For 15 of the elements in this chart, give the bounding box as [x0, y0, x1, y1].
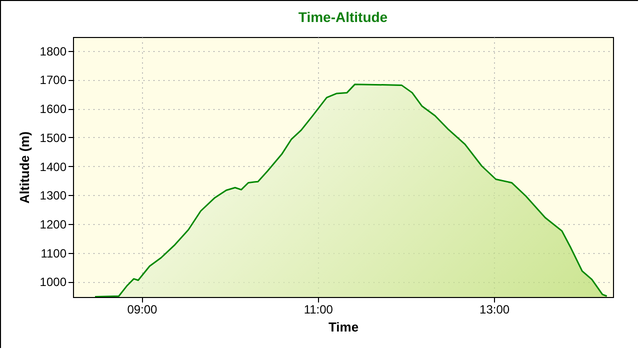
y-tick-label: 1100 — [40, 246, 67, 260]
x-tick-label: 11:00 — [304, 302, 334, 316]
y-tick-label: 1700 — [40, 73, 67, 88]
y-tick-label: 1000 — [40, 275, 67, 290]
y-tick-label: 1800 — [40, 44, 67, 58]
y-tick-label: 1200 — [40, 217, 67, 232]
y-tick-label: 1600 — [40, 102, 67, 116]
x-axis-title: Time — [328, 320, 359, 334]
y-axis-title: Altitude (m) — [16, 131, 32, 204]
y-tick-label: 1500 — [40, 130, 67, 145]
x-tick-label: 13:00 — [480, 302, 510, 316]
chart-title: Time-Altitude — [298, 9, 388, 25]
x-tick-label: 09:00 — [127, 302, 158, 316]
y-tick-label: 1300 — [40, 188, 67, 203]
y-tick-label: 1400 — [40, 160, 67, 174]
